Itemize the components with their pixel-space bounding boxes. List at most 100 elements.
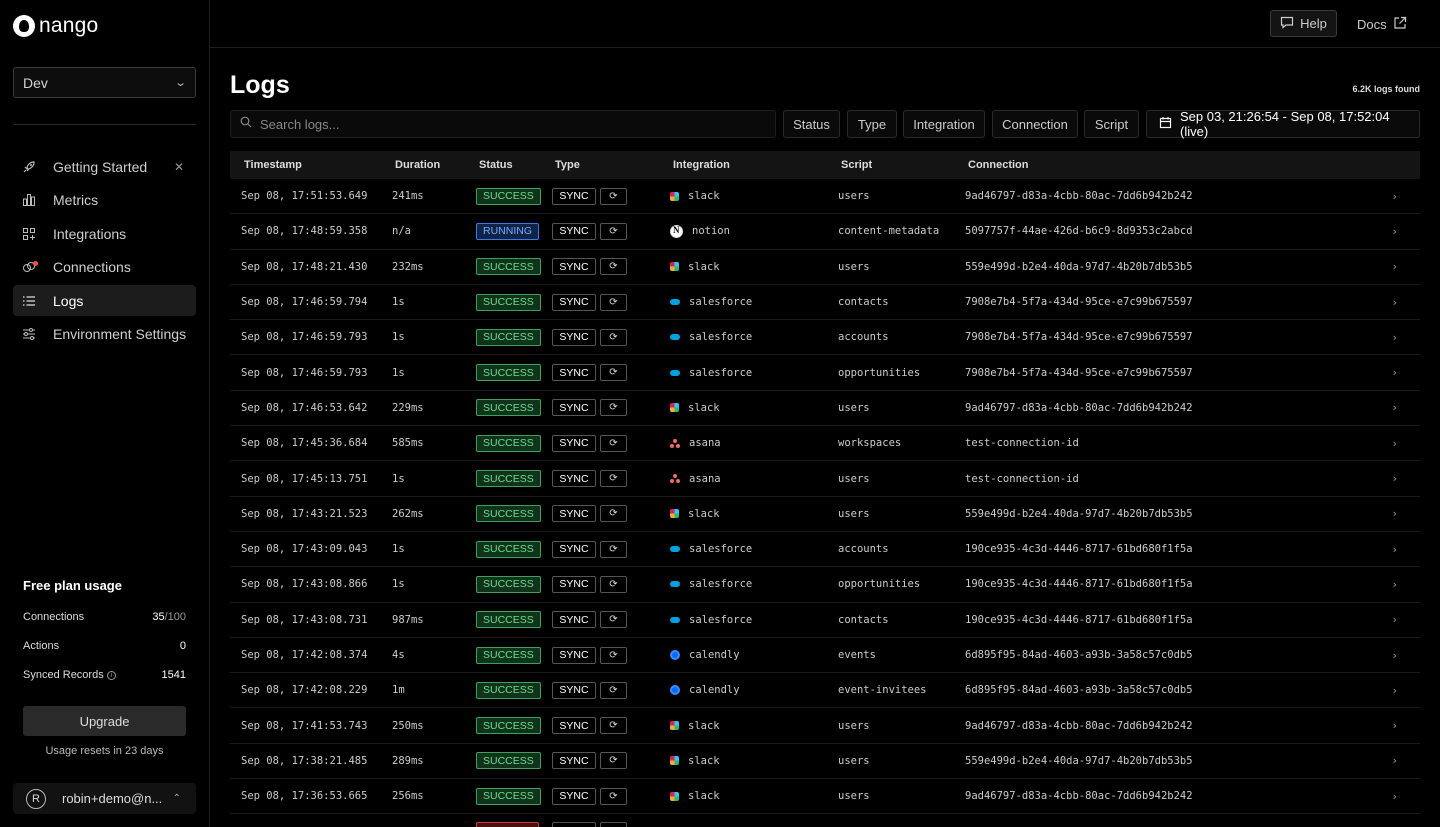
cell-duration: 1s xyxy=(392,578,405,591)
type-tag: SYNC xyxy=(552,258,596,276)
cell-timestamp: Sep 08, 17:36:53.665 xyxy=(241,790,368,803)
cell-integration: slack xyxy=(670,402,720,414)
nango-logo-icon xyxy=(13,15,35,37)
table-row[interactable]: Sep 08, 17:43:21.523 262ms SUCCESS SYNC ⟳ sla… xyxy=(230,497,1420,532)
chevron-right-icon[interactable]: › xyxy=(1391,330,1398,344)
search-box[interactable] xyxy=(230,110,776,138)
app-name: nango xyxy=(39,14,99,37)
cell-integration: asana xyxy=(670,437,721,449)
filter-script[interactable]: Script xyxy=(1084,110,1139,138)
table-row[interactable]: Sep 08, 17:45:13.751 1s SUCCESS SYNC ⟳ asana u… xyxy=(230,461,1420,497)
usage-label: Actions xyxy=(23,640,60,652)
cell-type: SYNC ⟳ xyxy=(552,434,627,452)
table-row[interactable]: Sep 08, 17:46:59.793 1s SUCCESS SYNC ⟳ salesf… xyxy=(230,320,1420,356)
cell-duration: 262ms xyxy=(392,507,424,520)
chevron-right-icon[interactable]: › xyxy=(1391,189,1398,203)
table-row[interactable]: Sep 08, 17:42:08.229 1m SUCCESS SYNC ⟳ calend… xyxy=(230,673,1420,709)
filter-status[interactable]: Status xyxy=(783,110,840,138)
table-row[interactable]: Sep 08, 17:42:08.374 4s SUCCESS SYNC ⟳ calend… xyxy=(230,638,1420,674)
table-row[interactable]: Sep 08, 17:45:36.684 585ms SUCCESS SYNC ⟳ asa… xyxy=(230,426,1420,462)
sidebar-item-environment-settings[interactable]: Environment Settings xyxy=(13,319,196,350)
notion-logo-icon xyxy=(670,224,683,238)
filter-integration[interactable]: Integration xyxy=(903,110,985,138)
type-tag: SYNC xyxy=(552,434,596,452)
table-row[interactable]: Sep 08, 17:43:08.731 987ms SUCCESS SYNC ⟳ sal… xyxy=(230,603,1420,638)
upgrade-button[interactable]: Upgrade xyxy=(23,706,186,736)
table-row[interactable]: Sep 08, 17:46:59.793 1s SUCCESS SYNC ⟳ salesf… xyxy=(230,355,1420,391)
table-row[interactable]: Sep 08, 17:46:53.642 229ms SUCCESS SYNC ⟳ sla… xyxy=(230,391,1420,427)
header-connection: Connection xyxy=(968,159,1029,171)
integration-name: slack xyxy=(688,754,720,767)
help-button[interactable]: Help xyxy=(1270,10,1337,37)
rocket-icon xyxy=(21,159,37,175)
table-row[interactable]: Sep 08, 17:41:53.743 250ms SUCCESS SYNC ⟳ sla… xyxy=(230,708,1420,744)
sidebar-item-connections[interactable]: Connections xyxy=(13,252,196,283)
integration-name: notion xyxy=(692,225,730,238)
chevron-right-icon[interactable]: › xyxy=(1391,719,1398,733)
chevron-right-icon[interactable]: › xyxy=(1391,648,1398,662)
table-row[interactable]: Sep 08, 17:43:09.043 1s SUCCESS SYNC ⟳ salesf… xyxy=(230,532,1420,568)
docs-link[interactable]: Docs xyxy=(1357,16,1407,33)
cell-status: SUCCESS xyxy=(476,575,541,593)
chevron-right-icon[interactable]: › xyxy=(1391,295,1398,309)
table-row[interactable]: Sep 08, 17:43:08.866 1s SUCCESS SYNC ⟳ salesf… xyxy=(230,567,1420,603)
chevron-right-icon[interactable]: › xyxy=(1391,401,1398,415)
date-range-picker[interactable]: Sep 03, 21:26:54 - Sep 08, 17:52:04 (liv… xyxy=(1146,109,1420,139)
table-row[interactable]: Sep 08, 17:48:59.358 n/a RUNNING SYNC⟳ notio… xyxy=(230,214,1420,250)
page-title: Logs xyxy=(230,71,290,99)
sidebar-item-metrics[interactable]: Metrics xyxy=(13,185,196,216)
chevron-right-icon[interactable]: › xyxy=(1391,577,1398,591)
user-menu[interactable]: R robin+demo@n... ⌃ xyxy=(13,783,196,814)
cell-duration: 4s xyxy=(392,649,405,661)
cell-timestamp: Sep 08, 17:43:21.523 xyxy=(241,507,368,520)
cell-script: content-metadata xyxy=(838,225,940,238)
type-tag xyxy=(552,822,596,827)
integration-name: calendly xyxy=(689,684,740,697)
filter-type[interactable]: Type xyxy=(847,110,897,138)
cell-script: users xyxy=(838,790,870,803)
chevron-right-icon[interactable]: › xyxy=(1391,260,1398,274)
table-row[interactable]: Sep 08, 17:36:53.665 256ms SUCCESS SYNC ⟳ sla… xyxy=(230,779,1420,815)
type-tag: SYNC xyxy=(552,717,596,735)
close-icon[interactable]: ✕ xyxy=(173,159,184,174)
table-row[interactable]: Sep 08, 17:51:53.649 241ms SUCCESS SYNC ⟳ sla… xyxy=(230,179,1420,215)
cell-status: SUCCESS xyxy=(476,470,541,488)
asana-logo-icon xyxy=(670,438,680,448)
sidebar-item-getting-started[interactable]: Getting Started ✕ xyxy=(13,151,196,182)
table-row[interactable]: Sep 08, 17:38:21.485 289ms SUCCESS SYNC ⟳ sla… xyxy=(230,744,1420,780)
chevron-right-icon[interactable]: › xyxy=(1391,683,1398,697)
chevron-right-icon[interactable]: › xyxy=(1391,436,1398,450)
search-input[interactable] xyxy=(260,116,740,132)
chevron-right-icon[interactable]: › xyxy=(1391,789,1398,803)
salesforce-logo-icon xyxy=(670,299,680,306)
cell-connection: test-connection-id xyxy=(965,437,1079,450)
chevron-right-icon[interactable]: › xyxy=(1391,542,1398,556)
status-badge: SUCCESS xyxy=(476,787,541,805)
chevron-right-icon[interactable]: › xyxy=(1391,507,1398,521)
chevron-right-icon[interactable]: › xyxy=(1391,754,1398,768)
sliders-icon xyxy=(21,326,37,342)
chevron-right-icon[interactable]: › xyxy=(1391,613,1398,627)
filter-connection[interactable]: Connection xyxy=(992,110,1078,138)
type-tag: SYNC xyxy=(552,187,596,205)
sidebar-item-integrations[interactable]: Integrations xyxy=(13,218,196,249)
table-row[interactable]: Sep 08, 17:48:21.430 232ms SUCCESS SYNC ⟳ sla… xyxy=(230,250,1420,285)
integration-name: slack xyxy=(688,260,720,273)
sidebar-item-logs[interactable]: Logs xyxy=(13,285,196,317)
type-tag: SYNC xyxy=(552,364,596,382)
chevron-right-icon[interactable]: › xyxy=(1391,224,1398,238)
table-row[interactable]: Sep 08, 17:46:59.794 1s SUCCESS SYNC ⟳ salesf… xyxy=(230,285,1420,321)
chevron-right-icon[interactable]: › xyxy=(1391,472,1398,486)
nango-logo[interactable]: nango xyxy=(13,14,98,38)
cell-type: SYNC ⟳ xyxy=(552,364,627,382)
chevron-right-icon[interactable]: › xyxy=(1391,366,1398,380)
cell-type: SYNC ⟳ xyxy=(552,187,627,205)
cell-status: SUCCESS xyxy=(476,540,541,558)
link-icon xyxy=(21,259,37,275)
chevron-up-icon: ⌃ xyxy=(172,793,181,804)
usage-value: 1541 xyxy=(161,669,186,681)
header-status: Status xyxy=(479,159,513,171)
info-icon[interactable]: i xyxy=(106,670,116,680)
cell-script: users xyxy=(838,260,870,273)
environment-select[interactable]: Dev ⌄ xyxy=(13,67,196,98)
